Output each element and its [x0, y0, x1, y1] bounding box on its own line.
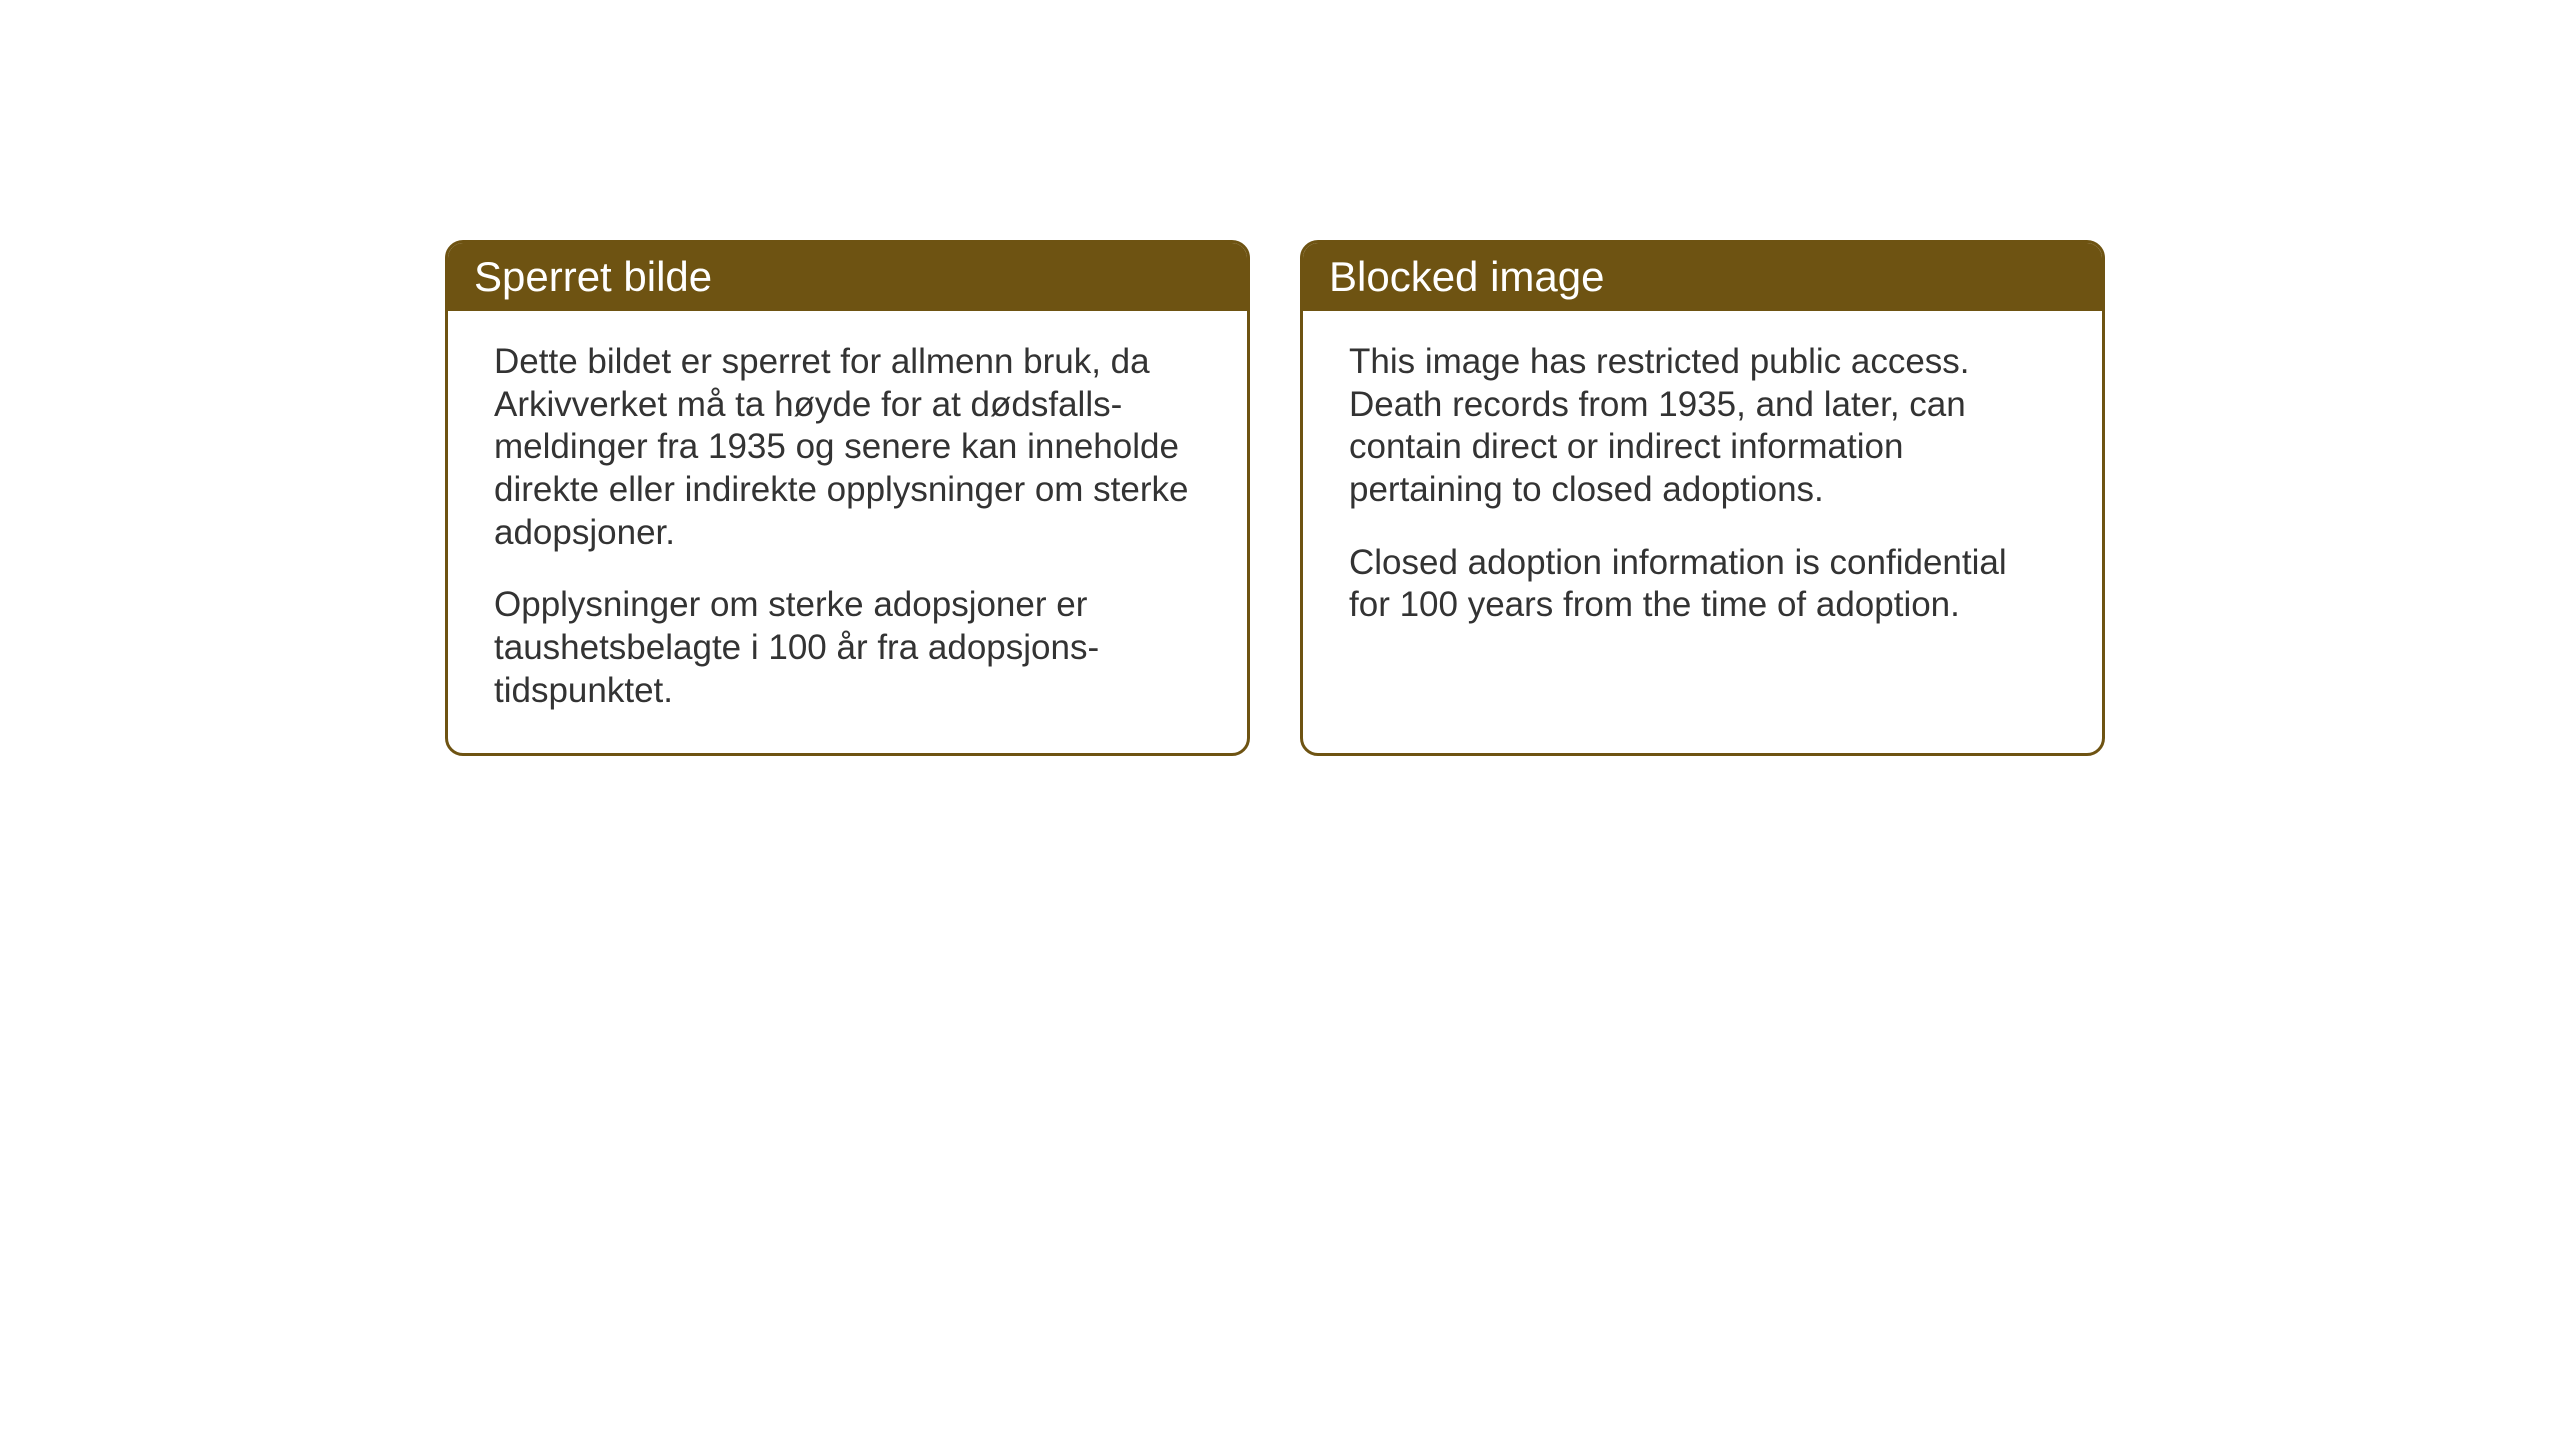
card-paragraph: This image has restricted public access.… — [1349, 341, 2056, 512]
card-title: Blocked image — [1329, 253, 1604, 300]
card-paragraph: Opplysninger om sterke adopsjoner er tau… — [494, 584, 1201, 712]
card-paragraph: Dette bildet er sperret for allmenn bruk… — [494, 341, 1201, 554]
card-header: Blocked image — [1303, 243, 2102, 311]
notice-card-norwegian: Sperret bilde Dette bildet er sperret fo… — [445, 240, 1250, 756]
card-paragraph: Closed adoption information is confident… — [1349, 542, 2056, 627]
card-header: Sperret bilde — [448, 243, 1247, 311]
notice-card-english: Blocked image This image has restricted … — [1300, 240, 2105, 756]
notice-cards-container: Sperret bilde Dette bildet er sperret fo… — [445, 240, 2105, 756]
card-title: Sperret bilde — [474, 253, 712, 300]
card-body: This image has restricted public access.… — [1303, 311, 2102, 667]
card-body: Dette bildet er sperret for allmenn bruk… — [448, 311, 1247, 753]
